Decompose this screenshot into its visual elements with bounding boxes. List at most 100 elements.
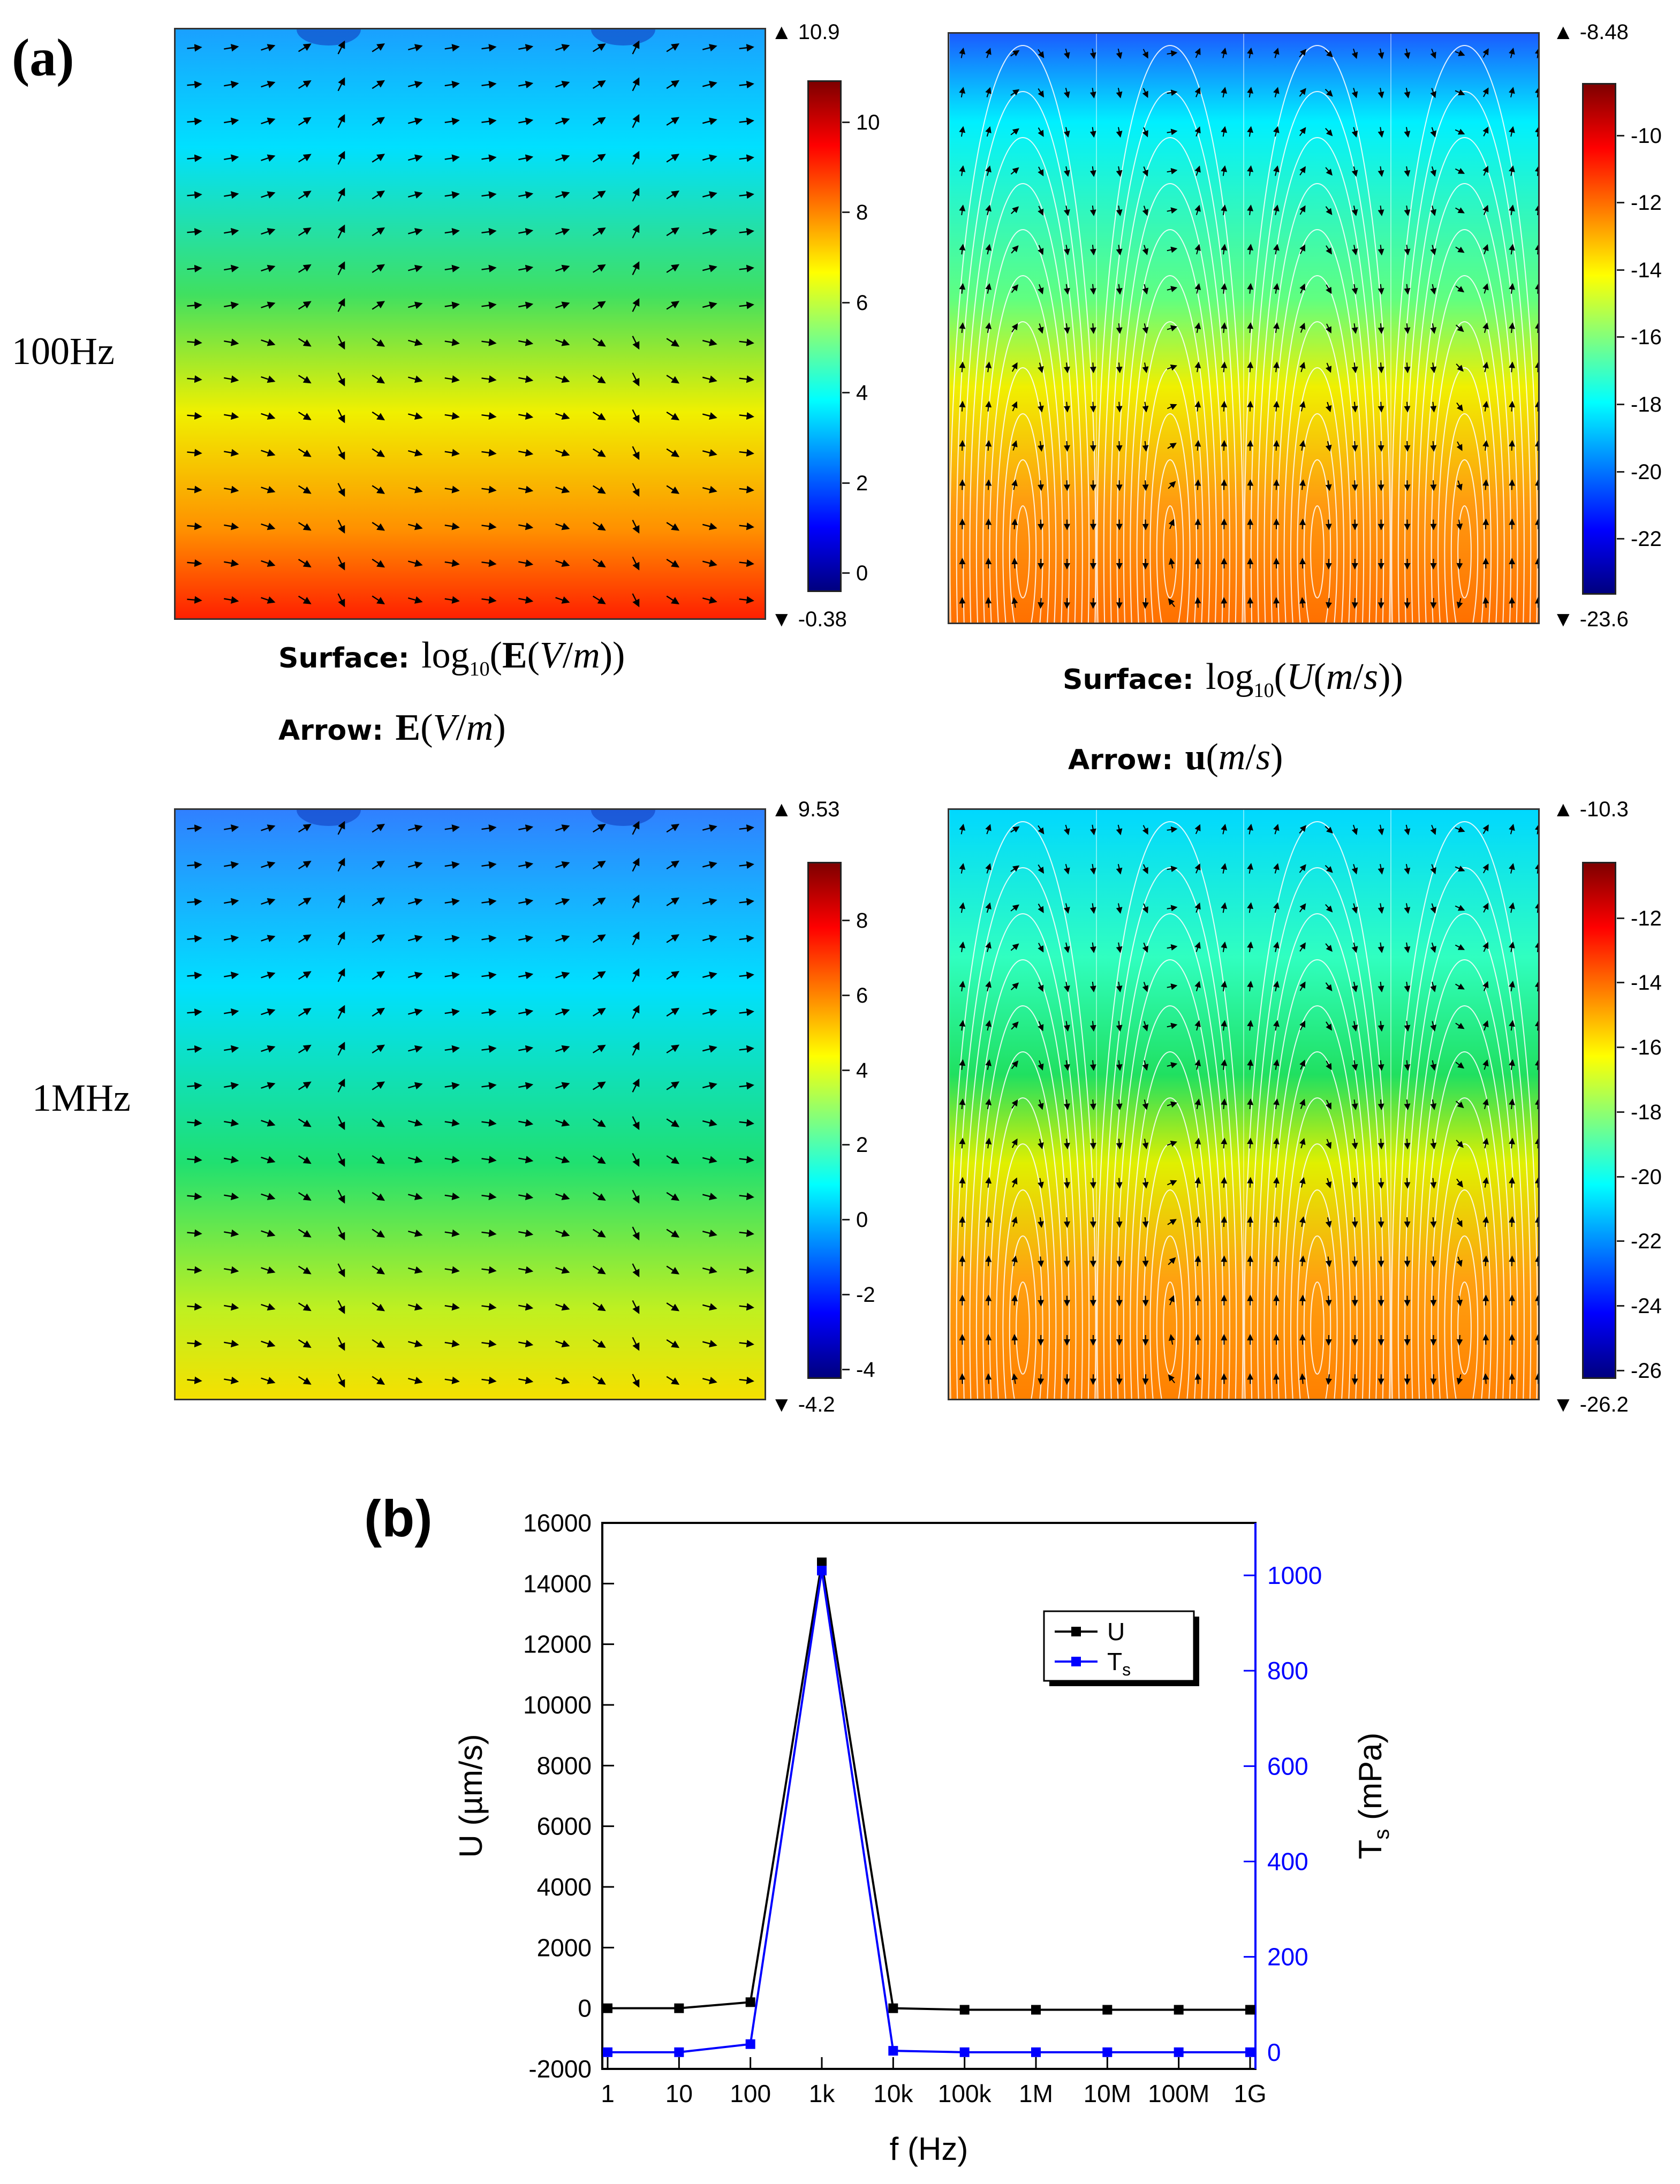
velocity-arrow	[1351, 401, 1358, 413]
field-arrow	[224, 898, 239, 906]
field-arrow	[444, 898, 460, 906]
legend-marker	[1071, 1657, 1081, 1666]
streamline	[1002, 1189, 1043, 1399]
velocity-arrow	[1299, 205, 1306, 215]
colorbar-tick: -10	[1617, 124, 1662, 148]
field-arrow	[444, 596, 460, 604]
field-arrow	[481, 1192, 497, 1201]
field-arrow	[739, 1229, 754, 1237]
field-arrow	[632, 1300, 640, 1314]
field-arrow	[555, 1119, 570, 1127]
field-arrow	[187, 1119, 202, 1127]
colorbar-tick: 10	[842, 110, 880, 134]
velocity-arrow	[1038, 206, 1044, 216]
velocity-arrow	[1455, 866, 1465, 872]
velocity-arrow	[1430, 401, 1437, 413]
velocity-arrow	[1168, 519, 1175, 529]
field-arrow	[739, 1156, 754, 1164]
field-arrow	[592, 117, 606, 126]
velocity-arrow	[1299, 166, 1306, 176]
velocity-surface-prefix: Surface:	[1063, 664, 1194, 696]
field-arrow	[739, 1082, 754, 1090]
field-arrow	[298, 1192, 312, 1201]
velocity-arrow	[1194, 361, 1201, 373]
field-arrow	[739, 191, 754, 199]
velocity-arrow	[1455, 944, 1465, 950]
field-arrow	[555, 1303, 570, 1311]
efield-surface-expr: log10(E(V/m))	[421, 635, 625, 680]
field-arrow	[261, 935, 276, 943]
streamline	[1457, 505, 1472, 598]
velocity-arrow	[1247, 87, 1253, 98]
field-arrow	[481, 972, 497, 980]
x-tick-label: 10k	[873, 2080, 913, 2107]
velocity-arrow	[1509, 400, 1516, 412]
field-arrow	[702, 596, 717, 604]
velocity-arrow	[959, 244, 966, 255]
velocity-arrow	[1273, 1059, 1280, 1070]
velocity-arrow	[1089, 245, 1096, 256]
streamline	[975, 1005, 1070, 1399]
field-arrow	[408, 824, 423, 832]
field-arrow	[592, 1339, 606, 1348]
velocity-arrow	[1509, 87, 1515, 97]
velocity-arrow	[1299, 49, 1307, 58]
velocity-arrow	[1063, 401, 1070, 413]
velocity-arrow	[959, 165, 966, 176]
field-arrow	[187, 1266, 202, 1274]
velocity-arrow	[1221, 941, 1228, 952]
field-arrow	[337, 593, 345, 608]
field-arrow	[408, 301, 423, 309]
field-arrow	[666, 191, 680, 200]
velocity-arrow	[1011, 1294, 1018, 1306]
field-arrow	[444, 1045, 460, 1053]
panel-b-label: (b)	[364, 1499, 433, 1548]
velocity-arrow	[985, 126, 992, 137]
velocity-arrow	[1167, 1101, 1178, 1108]
field-arrow	[337, 1226, 345, 1241]
field-arrow	[592, 264, 606, 273]
velocity-arrow	[1247, 1138, 1254, 1149]
velocity-arrow	[1063, 205, 1070, 216]
velocity-arrow	[1116, 824, 1123, 836]
streamline	[969, 959, 1077, 1399]
field-arrow	[739, 559, 754, 567]
velocity-arrow	[1038, 825, 1045, 835]
velocity-arrow	[1038, 284, 1044, 294]
field-arrow	[632, 821, 640, 835]
velocity-arrow	[1247, 440, 1254, 451]
velocity-arrow	[985, 165, 992, 176]
velocity-arrow	[1011, 1060, 1019, 1070]
field-arrow	[481, 1303, 497, 1311]
velocity-arrow	[1116, 1021, 1123, 1032]
velocity-arrow	[1221, 322, 1228, 333]
velocity-arrow	[1455, 826, 1465, 832]
field-arrow	[298, 227, 312, 237]
field-arrow	[298, 154, 312, 163]
field-arrow	[666, 227, 680, 237]
velocity-arrow	[1194, 824, 1201, 835]
field-arrow	[666, 1376, 680, 1385]
streamline	[1310, 1281, 1325, 1375]
velocity-arrow	[1063, 48, 1070, 59]
velocity-arrow	[1221, 204, 1228, 216]
field-arrow	[666, 860, 680, 870]
field-arrow	[224, 1339, 239, 1348]
field-arrow	[632, 519, 640, 534]
field-arrow	[592, 375, 606, 384]
velocity-map-100hz	[948, 32, 1540, 624]
velocity-arrow	[1325, 206, 1333, 215]
field-arrow	[555, 898, 570, 906]
velocity-arrow	[1456, 1140, 1464, 1148]
field-arrow	[224, 1008, 239, 1017]
velocity-arrow	[1482, 440, 1489, 451]
field-arrow	[518, 861, 534, 869]
field-arrow	[408, 1193, 423, 1201]
field-arrow	[187, 338, 202, 346]
velocity-arrow	[1038, 323, 1044, 334]
field-arrow	[372, 1118, 385, 1127]
velocity-arrow	[1221, 863, 1227, 874]
field-arrow	[261, 1340, 276, 1348]
velocity-arrow	[1509, 1138, 1515, 1149]
velocity-arrow	[1010, 128, 1019, 135]
